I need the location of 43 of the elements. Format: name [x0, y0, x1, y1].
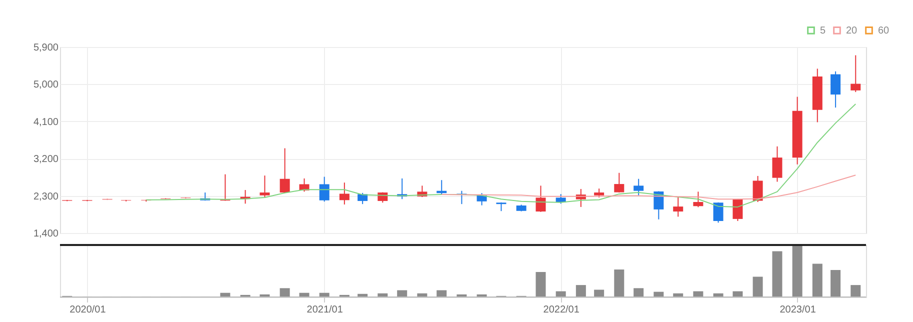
candlestick [752, 175, 763, 202]
candlestick [850, 54, 861, 93]
y-tick-label: 5,000 [33, 80, 59, 91]
legend-label: 60 [878, 25, 890, 36]
bar [830, 270, 841, 297]
candlestick [673, 196, 684, 218]
candlestick [732, 198, 743, 222]
legend-label: 5 [820, 25, 826, 36]
bar [634, 288, 644, 297]
candlestick [280, 148, 290, 194]
bar [397, 290, 408, 297]
y-tick-label: 5,900 [33, 42, 59, 54]
x-tick-label: 2021/01 [306, 304, 344, 316]
y-tick-label: 1,400 [33, 228, 59, 240]
candlestick [260, 175, 270, 198]
bar [772, 251, 782, 297]
bar [280, 288, 290, 297]
bar [536, 272, 546, 297]
bar [576, 285, 586, 297]
x-tick-label: 2020/01 [70, 304, 106, 316]
bar [792, 245, 802, 297]
candlestick [614, 172, 624, 193]
candlestick [536, 185, 546, 212]
bar [614, 269, 624, 297]
candlestick [339, 182, 350, 205]
x-tick-label: 2023/01 [780, 304, 816, 316]
candlestick [830, 70, 841, 108]
legend-label: 20 [846, 25, 858, 36]
candlestick [319, 176, 330, 202]
bar [850, 285, 861, 297]
candlestick [634, 178, 644, 196]
candlestick [693, 191, 704, 208]
candlestick [772, 146, 782, 182]
bar [812, 264, 822, 297]
x-tick-label: 2022/01 [543, 304, 580, 316]
candlestick [358, 192, 368, 205]
y-tick-label: 3,200 [33, 154, 59, 166]
y-tick-label: 4,100 [33, 116, 59, 128]
bar [752, 276, 763, 297]
bar [436, 290, 447, 297]
bar [594, 290, 604, 297]
y-tick-label: 2,300 [33, 191, 59, 202]
candlestick [476, 192, 487, 206]
